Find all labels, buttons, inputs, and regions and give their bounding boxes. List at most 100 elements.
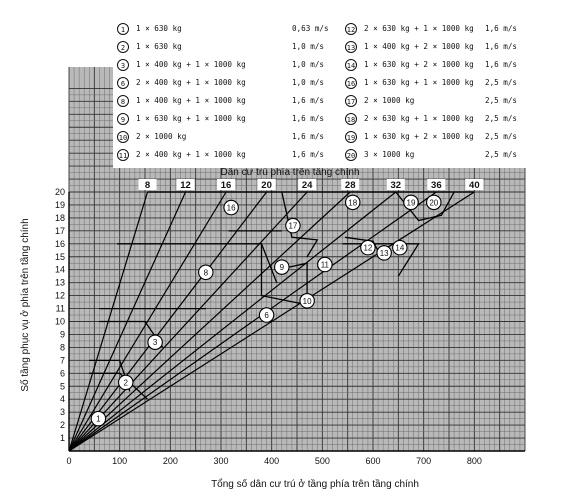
zone-label-bg <box>176 179 195 190</box>
legend-description: 1 × 400 kg + 2 × 1000 kg <box>364 42 474 51</box>
legend-speed: 1,6 m/s <box>485 60 518 69</box>
zone-line-32 <box>68 191 397 452</box>
legend-number: 17 <box>345 95 357 107</box>
legend-description: 2 × 630 kg + 1 × 1000 kg <box>364 114 474 123</box>
legend-number: 12 <box>345 23 357 35</box>
legend-description: 1 × 630 kg <box>136 24 182 33</box>
legend-entry-9: 9 1 × 630 kg + 1 × 1000 kg 1,6 m/s <box>117 112 339 126</box>
zone-line-24 <box>68 191 308 452</box>
region-marker-10: 10 <box>299 293 315 309</box>
zone-label-24: 24 <box>302 180 313 191</box>
y-tick-label: 18 <box>55 213 65 223</box>
region-marker-label: 2 <box>124 378 129 387</box>
legend-number: 6 <box>117 77 129 89</box>
legend-entry-8: 8 1 × 400 kg + 1 × 1000 kg 1,6 m/s <box>117 94 339 108</box>
zone-label-40: 40 <box>469 180 480 191</box>
region-marker-3: 3 <box>147 334 163 350</box>
region-marker-label: 9 <box>280 263 285 272</box>
legend-number: 19 <box>345 131 357 143</box>
region-marker-circle <box>360 239 376 256</box>
x-tick-label: 600 <box>365 456 380 466</box>
legend-speed: 1,6 m/s <box>292 132 325 141</box>
zone-label-20: 20 <box>261 180 272 191</box>
zone-label-bg <box>386 179 405 190</box>
legend-description: 1 × 630 kg <box>136 42 182 51</box>
legend-entry-12: 12 2 × 630 kg + 1 × 1000 kg 1,6 m/s <box>345 22 531 36</box>
zone-label-32: 32 <box>391 180 402 191</box>
zone-label-8: 8 <box>145 180 150 191</box>
x-tick-label: 0 <box>66 456 71 466</box>
y-tick-label: 19 <box>55 200 65 210</box>
region-marker-circle <box>117 374 134 391</box>
y-tick-label: 10 <box>55 317 65 327</box>
legend-description: 2 × 400 kg + 1 × 1000 kg <box>136 78 246 87</box>
legend-entry-17: 17 2 × 1000 kg 2,5 m/s <box>345 94 531 108</box>
region-marker-label: 6 <box>264 311 269 320</box>
legend-speed: 0,63 m/s <box>292 24 329 33</box>
y-axis-title: Số tầng phục vụ ở phía trên tầng chính <box>19 218 31 391</box>
region-marker-circle <box>90 410 107 427</box>
x-tick-label: 100 <box>112 456 127 466</box>
legend-number: 3 <box>117 59 129 71</box>
zone-label-bg <box>257 179 276 190</box>
x-tick-label: 500 <box>315 456 330 466</box>
region-marker-circle <box>198 264 214 281</box>
legend-description: 1 × 630 kg + 1 × 1000 kg <box>364 78 474 87</box>
x-tick-label: 800 <box>467 456 482 466</box>
top-axis-title: Dân cư trú phía trên tầng chính <box>221 166 360 178</box>
x-tick-label: 700 <box>416 456 431 466</box>
legend-description: 2 × 1000 kg <box>136 132 187 141</box>
region-marker-6: 6 <box>258 307 275 323</box>
region-marker-14: 14 <box>392 239 408 256</box>
region-marker-circle <box>376 245 392 261</box>
x-tick-label: 200 <box>163 456 178 466</box>
legend-speed: 2,5 m/s <box>485 132 518 141</box>
region-marker-label: 16 <box>227 204 236 213</box>
region-marker-20: 20 <box>426 194 442 211</box>
zone-label-bg <box>298 179 317 190</box>
region-marker-label: 20 <box>429 198 438 207</box>
region-marker-1: 1 <box>90 410 107 427</box>
y-tick-label: 11 <box>56 304 65 314</box>
legend-entry-13: 13 1 × 400 kg + 2 × 1000 kg 1,6 m/s <box>345 40 531 54</box>
legend-number: 14 <box>345 59 357 71</box>
legend: 1 1 × 630 kg 0,63 m/s 2 1 × 630 kg 1,0 m/s 3 1 … <box>113 18 533 168</box>
legend-number: 1 <box>117 23 129 35</box>
legend-entry-2: 2 1 × 630 kg 1,0 m/s <box>117 40 339 54</box>
legend-speed: 1,0 m/s <box>292 78 325 87</box>
legend-number: 10 <box>117 131 129 143</box>
zone-line-20 <box>68 191 268 452</box>
x-tick-label: 300 <box>213 456 228 466</box>
zone-line-16 <box>68 191 227 452</box>
legend-description: 3 × 1000 kg <box>364 150 415 159</box>
legend-entry-19: 19 1 × 630 kg + 2 × 1000 kg 2,5 m/s <box>345 130 531 144</box>
region-marker-8: 8 <box>198 264 214 281</box>
region-marker-circle <box>403 194 419 211</box>
zone-label-bg <box>138 179 157 190</box>
legend-speed: 2,5 m/s <box>485 114 518 123</box>
region-marker-19: 19 <box>403 194 419 211</box>
zone-line-36 <box>68 191 437 452</box>
region-marker-2: 2 <box>117 374 134 391</box>
region-marker-label: 8 <box>204 268 209 277</box>
region-marker-13: 13 <box>376 245 392 261</box>
region-marker-circle <box>392 239 408 256</box>
y-tick-label: 2 <box>60 420 65 430</box>
legend-number: 18 <box>345 113 357 125</box>
legend-entry-16: 16 1 × 630 kg + 1 × 1000 kg 2,5 m/s <box>345 76 531 90</box>
legend-number: 13 <box>345 41 357 53</box>
region-marker-9: 9 <box>274 259 290 275</box>
y-tick-label: 4 <box>60 394 65 404</box>
x-axis-title: Tổng số dân cư trú ở tầng phía trên tầng… <box>211 478 419 490</box>
legend-description: 1 × 630 kg + 2 × 1000 kg <box>364 60 474 69</box>
region-marker-label: 13 <box>380 249 389 258</box>
legend-entry-10: 10 2 × 1000 kg 1,6 m/s <box>117 130 339 144</box>
legend-speed: 1,6 m/s <box>292 114 325 123</box>
region-marker-18: 18 <box>344 194 361 211</box>
region-marker-label: 1 <box>96 415 101 424</box>
zone-label-28: 28 <box>345 180 356 191</box>
legend-speed: 1,6 m/s <box>485 24 518 33</box>
legend-number: 20 <box>345 149 357 161</box>
y-tick-label: 6 <box>60 368 65 378</box>
region-marker-label: 18 <box>348 198 357 207</box>
